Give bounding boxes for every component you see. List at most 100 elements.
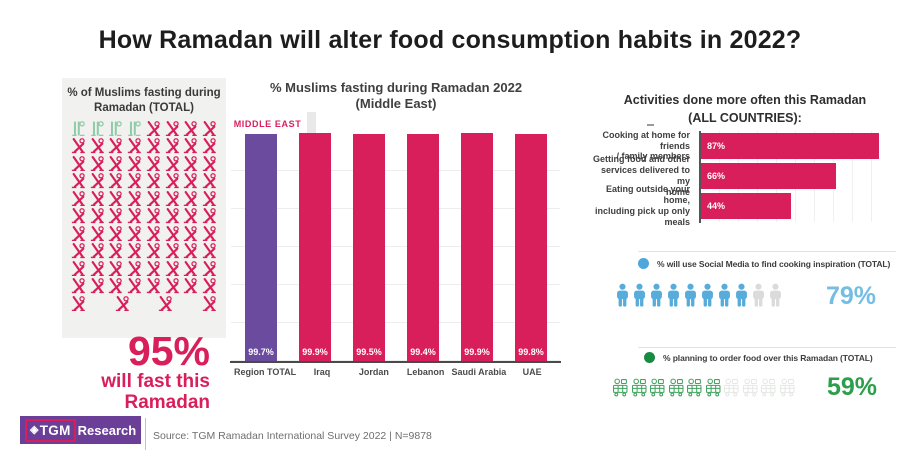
person-fasting-icon xyxy=(182,278,199,294)
bar-value-label: 99.9% xyxy=(464,347,490,357)
bar-value-label: 99.8% xyxy=(518,347,544,357)
order-pictograph xyxy=(612,375,795,400)
person-fasting-icon xyxy=(126,190,143,207)
delivery-courier-icon xyxy=(649,375,666,400)
bar-iraq: 99.9% xyxy=(299,133,331,361)
person-fasting-icon xyxy=(126,278,143,294)
person-fasting-icon xyxy=(89,138,106,154)
fasting-percent: 95% xyxy=(127,328,210,374)
fasting-caption-line2: Ramadan xyxy=(124,391,210,413)
activities-chart: Cooking at home for friends / family memb… xyxy=(588,130,892,227)
activity-row: Getting food and other services delivered… xyxy=(588,154,892,197)
person-fasting-icon xyxy=(201,208,218,224)
person-fasting-icon xyxy=(164,208,181,224)
person-fasting-icon xyxy=(126,138,143,154)
fasting-caption-line1: will fast this xyxy=(101,371,210,392)
person-fasting-icon xyxy=(70,208,87,224)
bar-column: 99.4% xyxy=(396,133,450,361)
person-fasting-icon xyxy=(164,155,181,172)
social-person-icon xyxy=(700,281,715,309)
bar-value-label: 99.7% xyxy=(248,347,274,357)
person-fasting-icon xyxy=(145,155,162,172)
person-fasting-icon xyxy=(164,278,181,294)
person-fasting-icon xyxy=(182,225,199,242)
person-fasting-icon xyxy=(164,260,181,277)
activities-axis xyxy=(699,131,701,223)
person-fasting-icon xyxy=(201,138,218,154)
footer-divider xyxy=(145,418,146,450)
person-fasting-icon xyxy=(182,190,199,207)
tgm-logo-research-text: Research xyxy=(77,422,137,438)
person-fasting-icon xyxy=(145,173,162,189)
tgm-logo: ◈ TGM Research xyxy=(20,416,141,444)
bar-value-label: 99.9% xyxy=(302,347,328,357)
person-fasting-icon xyxy=(70,225,87,242)
person-fasting-icon xyxy=(70,173,87,189)
page-title: How Ramadan will alter food consumption … xyxy=(98,26,802,54)
social-legend: % will use Social Media to find cooking … xyxy=(638,258,890,269)
social-person-icon xyxy=(632,281,647,309)
tab-middle-east[interactable]: MIDDLE EAST xyxy=(228,112,307,135)
social-person-icon xyxy=(666,281,681,309)
mideast-chart-title: % Muslims fasting during Ramadan 2022 (M… xyxy=(240,80,552,113)
person-fasting-icon xyxy=(107,225,124,242)
decorative-dash xyxy=(647,124,654,126)
person-fasting-icon xyxy=(164,138,181,154)
person-fasting-icon xyxy=(164,120,181,137)
person-fasting-icon xyxy=(126,155,143,172)
order-legend-label: % planning to order food over this Ramad… xyxy=(663,352,873,363)
person-fasting-icon xyxy=(201,173,218,189)
person-fasting-icon xyxy=(126,243,143,259)
section-divider xyxy=(638,251,896,252)
person-fasting-icon xyxy=(145,138,162,154)
fasting-pictograph xyxy=(70,120,218,312)
delivery-courier-icon xyxy=(686,375,703,400)
person-fasting-icon xyxy=(201,190,218,207)
fasting-panel-title-line1: % of Muslims fasting during xyxy=(67,87,221,99)
activities-title: Activities done more often this Ramadan … xyxy=(598,92,892,127)
social-person-icon xyxy=(751,281,766,309)
person-fasting-icon xyxy=(107,155,124,172)
person-fasting-icon xyxy=(164,190,181,207)
delivery-courier-icon xyxy=(723,375,740,400)
delivery-courier-icon xyxy=(779,375,796,400)
bar-category-label: Jordan xyxy=(358,367,389,377)
mideast-chart-axis xyxy=(230,361,561,363)
delivery-courier-icon xyxy=(760,375,777,400)
social-percent: 79% xyxy=(826,282,877,310)
bar-value-label: 99.4% xyxy=(410,347,436,357)
person-fasting-icon xyxy=(201,155,218,172)
person-fasting-icon xyxy=(89,260,106,277)
person-fasting-icon xyxy=(164,225,181,242)
person-not-fasting-icon xyxy=(126,120,143,137)
activity-row: Eating outside your home, including pick … xyxy=(588,184,892,227)
person-fasting-icon xyxy=(89,190,106,207)
person-fasting-icon xyxy=(201,225,218,242)
order-legend-dot-icon xyxy=(644,352,655,363)
person-fasting-icon xyxy=(114,295,131,312)
social-person-icon xyxy=(734,281,749,309)
person-fasting-icon xyxy=(182,138,199,154)
social-person-icon xyxy=(615,281,630,309)
person-fasting-icon xyxy=(201,295,218,312)
bar-column: 99.5% xyxy=(342,133,396,361)
activity-label: Getting food and other services delivered… xyxy=(593,154,690,197)
person-fasting-icon xyxy=(89,225,106,242)
person-fasting-icon xyxy=(126,225,143,242)
person-fasting-icon xyxy=(164,243,181,259)
bar-jordan: 99.5% xyxy=(353,134,385,361)
activity-bar: 66% xyxy=(701,163,836,189)
bar-category-label: Iraq xyxy=(313,367,331,377)
person-fasting-icon xyxy=(145,120,162,137)
social-person-icon xyxy=(683,281,698,309)
mideast-chart-title-line1: % Muslims fasting during Ramadan 2022 xyxy=(269,80,523,95)
bar-column: 99.7% xyxy=(234,133,288,361)
person-fasting-icon xyxy=(70,260,87,277)
person-not-fasting-icon xyxy=(107,120,124,137)
activity-value-label: 66% xyxy=(707,171,726,181)
delivery-courier-icon xyxy=(705,375,722,400)
social-pictograph xyxy=(615,281,783,309)
person-fasting-icon xyxy=(182,208,199,224)
fasting-panel-title: % of Muslims fasting during Ramadan (TOT… xyxy=(62,86,226,116)
bar-category-label: UAE xyxy=(522,367,542,377)
